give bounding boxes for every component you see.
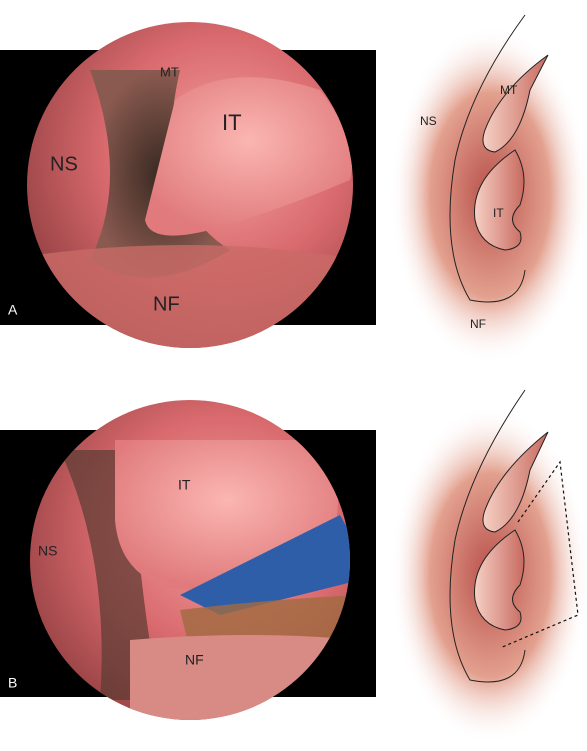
instrument (180, 515, 350, 615)
label: IT (222, 110, 242, 135)
inferior-turbinate (474, 149, 525, 251)
outline (449, 14, 526, 303)
label: NF (470, 317, 486, 331)
label: IT (493, 206, 504, 220)
label: MT (500, 83, 518, 97)
label: NS (420, 114, 437, 128)
label: MT (160, 64, 179, 79)
inferior-turbinate (474, 529, 525, 631)
label: NS (38, 543, 57, 559)
panel-letter: B (8, 675, 17, 691)
middle-turbinate (482, 54, 549, 153)
drawing-b (390, 389, 587, 745)
label: NS (50, 153, 78, 175)
drawing-a: MT NS IT NF (390, 14, 587, 365)
label: IT (178, 477, 191, 493)
inferior-turbinate (145, 77, 352, 236)
resection-line (499, 460, 579, 649)
label: NF (185, 652, 204, 668)
cavity (60, 450, 160, 700)
middle-turbinate (482, 431, 549, 533)
panel-letter: A (8, 302, 18, 318)
outline (449, 389, 526, 683)
photo-b: IT NS NF B (0, 400, 376, 720)
label: NF (153, 293, 180, 315)
photo-a: MT IT NS NF A (0, 22, 376, 348)
